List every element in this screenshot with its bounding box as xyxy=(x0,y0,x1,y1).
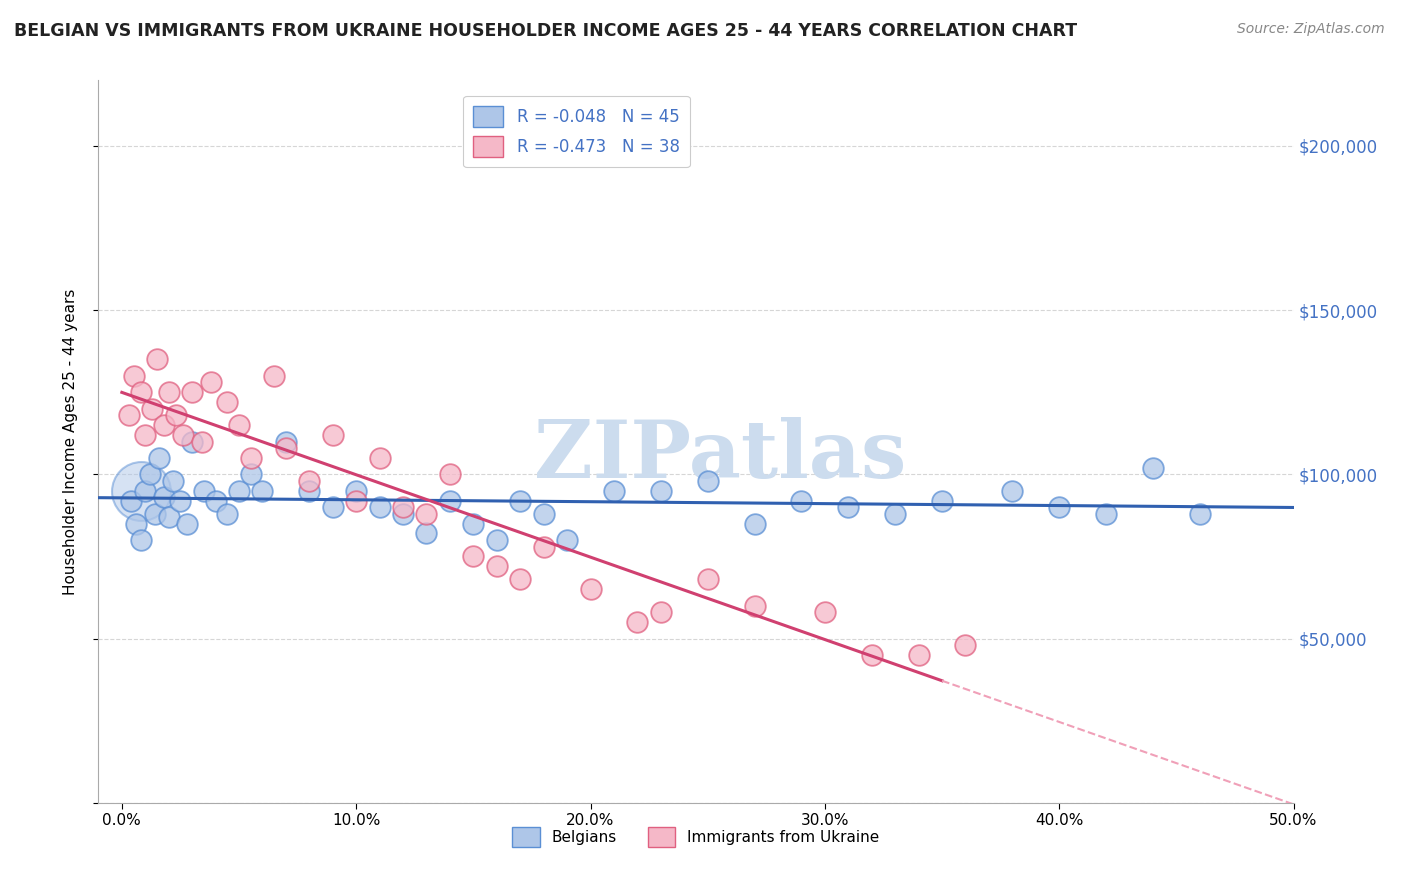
Point xyxy=(239,450,262,465)
Point xyxy=(579,582,602,597)
Point xyxy=(118,409,141,423)
Point xyxy=(274,441,297,455)
Point xyxy=(204,493,226,508)
Point xyxy=(181,385,204,400)
Point xyxy=(120,493,142,508)
Point xyxy=(143,507,166,521)
Point xyxy=(139,467,162,482)
Point xyxy=(696,474,718,488)
Point xyxy=(1047,500,1070,515)
Point xyxy=(176,516,198,531)
Point xyxy=(415,526,437,541)
Point xyxy=(134,483,156,498)
Point xyxy=(148,450,170,465)
Point xyxy=(181,434,204,449)
Point xyxy=(1001,483,1024,498)
Point xyxy=(814,605,837,619)
Point xyxy=(239,467,262,482)
Point xyxy=(485,533,508,547)
Point xyxy=(263,368,285,383)
Point xyxy=(274,434,297,449)
Text: ZIPatlas: ZIPatlas xyxy=(534,417,905,495)
Point xyxy=(217,507,239,521)
Point xyxy=(650,483,672,498)
Point xyxy=(415,507,437,521)
Point xyxy=(439,493,461,508)
Point xyxy=(368,500,391,515)
Point xyxy=(485,559,508,574)
Point xyxy=(1095,507,1118,521)
Point xyxy=(509,493,531,508)
Point xyxy=(322,500,344,515)
Point xyxy=(344,483,367,498)
Point xyxy=(165,409,187,423)
Point xyxy=(122,368,145,383)
Point xyxy=(146,352,169,367)
Point xyxy=(509,573,531,587)
Point xyxy=(190,434,212,449)
Point xyxy=(172,428,194,442)
Point xyxy=(392,500,415,515)
Point xyxy=(884,507,907,521)
Point xyxy=(193,483,215,498)
Point xyxy=(169,493,191,508)
Point xyxy=(463,549,485,564)
Point xyxy=(837,500,859,515)
Point xyxy=(626,615,648,630)
Point xyxy=(153,418,176,433)
Point xyxy=(533,507,555,521)
Point xyxy=(228,418,250,433)
Point xyxy=(439,467,461,482)
Point xyxy=(162,474,184,488)
Legend: Belgians, Immigrants from Ukraine: Belgians, Immigrants from Ukraine xyxy=(506,822,886,853)
Point xyxy=(392,507,415,521)
Point xyxy=(368,450,391,465)
Point xyxy=(298,483,321,498)
Point xyxy=(744,599,766,613)
Point xyxy=(252,483,274,498)
Point xyxy=(463,516,485,531)
Point xyxy=(744,516,766,531)
Point xyxy=(603,483,626,498)
Point xyxy=(153,491,176,505)
Point xyxy=(860,648,883,662)
Point xyxy=(344,493,367,508)
Point xyxy=(696,573,718,587)
Text: BELGIAN VS IMMIGRANTS FROM UKRAINE HOUSEHOLDER INCOME AGES 25 - 44 YEARS CORRELA: BELGIAN VS IMMIGRANTS FROM UKRAINE HOUSE… xyxy=(14,22,1077,40)
Point xyxy=(322,428,344,442)
Point xyxy=(955,638,977,652)
Point xyxy=(1188,507,1211,521)
Point xyxy=(129,385,152,400)
Point xyxy=(157,510,180,524)
Point xyxy=(125,516,148,531)
Point xyxy=(1142,460,1164,475)
Point xyxy=(790,493,813,508)
Point xyxy=(200,376,222,390)
Point xyxy=(907,648,929,662)
Point xyxy=(129,533,152,547)
Y-axis label: Householder Income Ages 25 - 44 years: Householder Income Ages 25 - 44 years xyxy=(63,288,77,595)
Point xyxy=(533,540,555,554)
Point xyxy=(217,395,239,409)
Point xyxy=(650,605,672,619)
Point xyxy=(157,385,180,400)
Point xyxy=(134,428,156,442)
Point xyxy=(129,483,152,498)
Point xyxy=(555,533,578,547)
Point xyxy=(931,493,953,508)
Point xyxy=(141,401,163,416)
Point xyxy=(228,483,250,498)
Point xyxy=(298,474,321,488)
Text: Source: ZipAtlas.com: Source: ZipAtlas.com xyxy=(1237,22,1385,37)
